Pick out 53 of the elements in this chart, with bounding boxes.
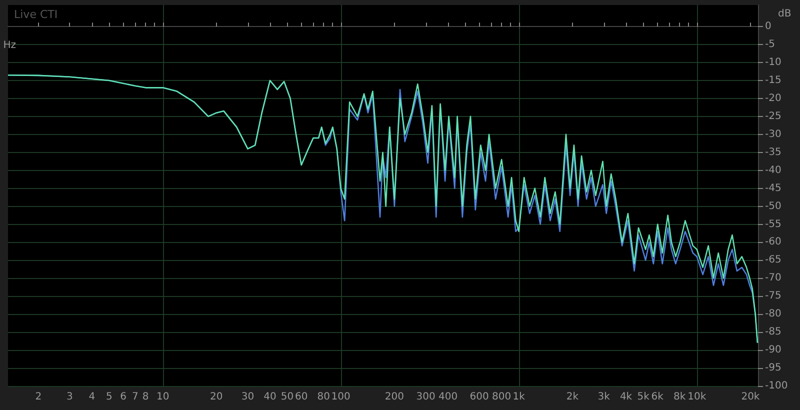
x-tick-label: 3k — [598, 392, 610, 402]
y-tick-label: -85 — [765, 326, 782, 338]
y-axis-title: dB — [778, 8, 792, 20]
x-tick-label: 5 — [106, 392, 112, 402]
y-tick-label: -40 — [765, 164, 782, 176]
annotation: Live CTI — [14, 8, 58, 21]
y-tick-label: -15 — [765, 74, 782, 86]
y-tick-label: -25 — [765, 110, 782, 122]
y-tick-label: -70 — [765, 272, 782, 284]
x-tick-label: 6k — [651, 392, 664, 402]
y-tick-label: -80 — [765, 308, 782, 320]
x-tick-label: 1k — [512, 392, 526, 402]
x-tick-label: 4k — [620, 392, 632, 402]
x-tick-label: 4 — [88, 392, 96, 402]
y-tick-label: -50 — [765, 200, 782, 212]
y-tick-label: -95 — [765, 362, 782, 374]
y-tick-label: -65 — [765, 254, 782, 266]
x-tick-label: 600 — [470, 392, 489, 402]
y-tick-label: -100 — [765, 380, 788, 392]
y-tick-label: -10 — [765, 57, 782, 68]
x-tick-label: 80 — [317, 392, 330, 402]
x-tick-label: 10 — [156, 392, 170, 402]
x-tick-label: 40 — [264, 392, 276, 402]
y-tick-label: -45 — [765, 182, 782, 194]
x-tick-label: 100 — [331, 392, 350, 402]
y-tick-label: -30 — [765, 128, 782, 140]
y-tick-label: -55 — [765, 218, 782, 230]
x-tick-label: 20k — [741, 392, 760, 402]
x-tick-label: 300 — [416, 392, 436, 402]
y-tick-label: -35 — [765, 146, 782, 158]
y-tick-label: -90 — [765, 344, 782, 356]
y-tick-label: 0 — [765, 21, 772, 32]
x-tick-label: 8k — [674, 392, 686, 402]
x-tick-label: 2 — [35, 392, 42, 402]
x-tick-label: 20 — [210, 392, 223, 402]
x-tick-label: 400 — [438, 392, 458, 402]
x-tick-label: 800 — [492, 392, 512, 402]
x-tick-label: 10k — [688, 392, 706, 402]
x-tick-label: 50 — [280, 392, 294, 402]
y-tick-label: -60 — [765, 236, 782, 248]
x-tick-label: 200 — [384, 392, 404, 402]
x-tick-label: 3 — [66, 392, 73, 402]
x-tick-label: 5k — [637, 392, 650, 402]
x-tick-label: 30 — [241, 392, 254, 402]
x-tick-label: 6 — [120, 392, 127, 402]
x-axis-title: Hz — [3, 40, 16, 52]
x-tick-label: 8 — [142, 392, 149, 402]
x-tick-label: 2k — [566, 392, 579, 402]
x-tick-label: 60 — [294, 392, 308, 402]
y-tick-label: -5 — [765, 39, 775, 50]
y-tick-label: -75 — [765, 290, 782, 302]
y-tick-label: -20 — [765, 92, 782, 104]
x-tick-label: 7 — [132, 392, 138, 402]
